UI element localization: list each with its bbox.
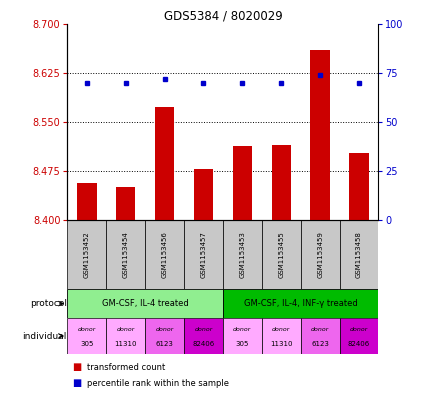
Text: donor: donor <box>310 327 329 332</box>
Text: donor: donor <box>271 327 290 332</box>
Text: protocol: protocol <box>30 299 66 308</box>
Text: transformed count: transformed count <box>87 363 165 372</box>
Bar <box>232 146 252 220</box>
Bar <box>300 220 339 289</box>
Title: GDS5384 / 8020029: GDS5384 / 8020029 <box>163 9 282 22</box>
Text: GSM1153452: GSM1153452 <box>84 231 90 278</box>
Bar <box>106 220 145 289</box>
Bar <box>67 318 106 354</box>
Text: donor: donor <box>194 327 212 332</box>
Bar <box>271 145 290 220</box>
Text: individual: individual <box>22 332 66 340</box>
Text: 305: 305 <box>235 341 249 347</box>
Bar <box>67 289 222 318</box>
Text: donor: donor <box>155 327 174 332</box>
Text: GSM1153457: GSM1153457 <box>200 231 206 278</box>
Bar <box>77 183 96 220</box>
Text: GSM1153453: GSM1153453 <box>239 231 245 278</box>
Bar <box>349 152 368 220</box>
Bar <box>222 318 261 354</box>
Text: percentile rank within the sample: percentile rank within the sample <box>87 379 228 387</box>
Bar <box>222 289 378 318</box>
Text: GSM1153455: GSM1153455 <box>278 231 283 278</box>
Text: GSM1153459: GSM1153459 <box>316 231 322 278</box>
Text: donor: donor <box>78 327 96 332</box>
Text: 82406: 82406 <box>192 341 214 347</box>
Bar <box>261 220 300 289</box>
Text: ■: ■ <box>72 378 81 388</box>
Text: 11310: 11310 <box>270 341 292 347</box>
Bar <box>339 318 378 354</box>
Text: GSM1153454: GSM1153454 <box>122 231 128 278</box>
Bar <box>222 220 261 289</box>
Text: donor: donor <box>116 327 135 332</box>
Bar <box>310 50 329 220</box>
Text: 6123: 6123 <box>310 341 328 347</box>
Bar <box>155 107 174 220</box>
Text: 82406: 82406 <box>347 341 369 347</box>
Bar <box>339 220 378 289</box>
Bar <box>145 220 184 289</box>
Text: GM-CSF, IL-4 treated: GM-CSF, IL-4 treated <box>102 299 188 308</box>
Text: 6123: 6123 <box>155 341 173 347</box>
Bar <box>106 318 145 354</box>
Bar <box>116 187 135 220</box>
Bar <box>193 169 213 220</box>
Bar <box>184 220 222 289</box>
Bar <box>67 220 106 289</box>
Bar <box>184 318 222 354</box>
Text: 11310: 11310 <box>114 341 137 347</box>
Bar <box>261 318 300 354</box>
Text: donor: donor <box>233 327 251 332</box>
Text: GSM1153458: GSM1153458 <box>355 231 361 278</box>
Text: donor: donor <box>349 327 367 332</box>
Bar <box>145 318 184 354</box>
Text: GSM1153456: GSM1153456 <box>161 231 167 278</box>
Text: ■: ■ <box>72 362 81 373</box>
Text: 305: 305 <box>80 341 93 347</box>
Text: GM-CSF, IL-4, INF-γ treated: GM-CSF, IL-4, INF-γ treated <box>243 299 357 308</box>
Bar <box>300 318 339 354</box>
